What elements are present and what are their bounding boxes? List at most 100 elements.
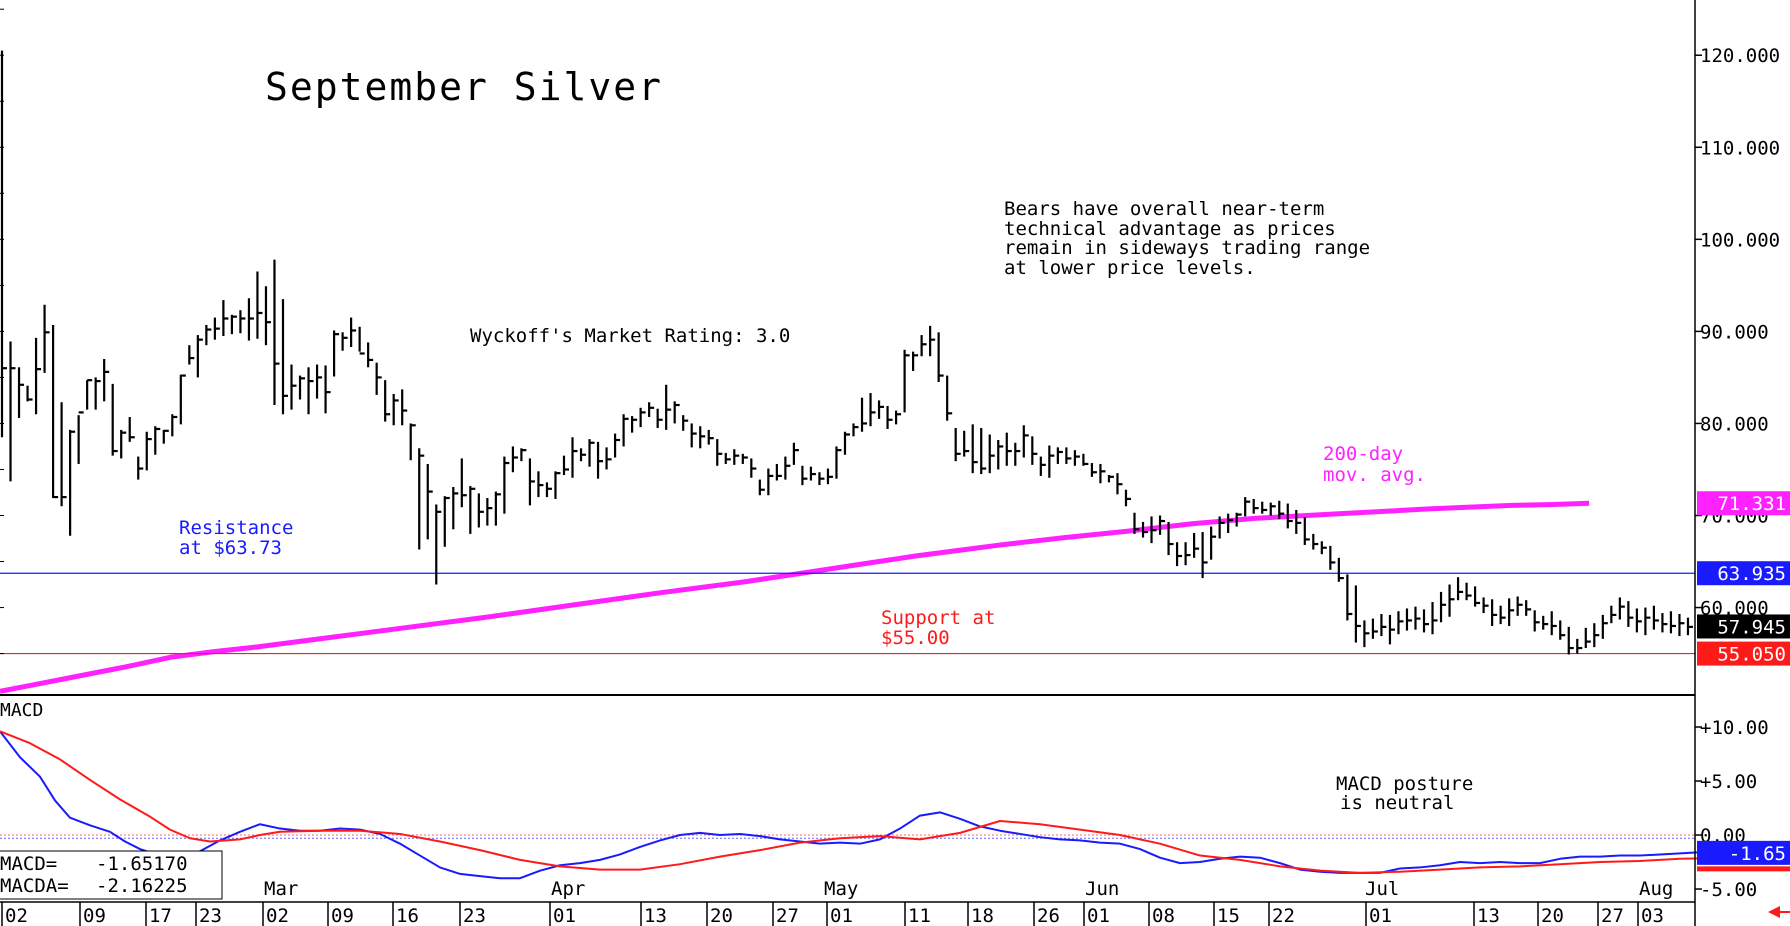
price-bar	[1533, 610, 1540, 632]
price-bar	[213, 317, 220, 340]
price-tick-label: 90.000	[1700, 321, 1769, 343]
price-bar	[307, 367, 314, 415]
price-bar	[588, 439, 595, 467]
week-label: 27	[776, 905, 799, 926]
price-bar	[26, 385, 33, 402]
macd-zero-lines	[0, 834, 1695, 839]
resistance-label: Resistance	[179, 517, 293, 539]
price-bar	[1644, 607, 1651, 636]
price-bar	[1635, 608, 1642, 633]
resistance-annotation: Resistance at $63.73	[179, 517, 293, 559]
price-bar	[1550, 611, 1557, 636]
price-bar	[869, 393, 876, 427]
price-bar	[716, 439, 723, 466]
ma200-label: 200-day	[1323, 443, 1403, 465]
price-bar	[1576, 638, 1583, 654]
price-bar	[562, 455, 569, 475]
price-bar	[894, 410, 902, 425]
price-bar	[1431, 602, 1438, 635]
price-bar	[579, 448, 587, 462]
price-bar	[1508, 598, 1515, 626]
price-bar	[792, 442, 799, 465]
price-bar	[1371, 618, 1378, 639]
month-label: Apr	[551, 878, 585, 900]
price-bar	[1244, 497, 1251, 517]
price-bar	[1346, 574, 1353, 621]
axis-value-tags: 71.331 63.935 57.945 55.050 -1.65	[1697, 491, 1790, 872]
price-bar	[188, 345, 195, 365]
price-bar	[1627, 601, 1634, 627]
price-bar	[460, 458, 467, 508]
price-bar	[980, 428, 987, 475]
price-bar	[963, 430, 970, 457]
month-label: Jun	[1085, 878, 1119, 900]
macd-readout-box: MACD= -1.65170 MACDA= -2.16225	[0, 850, 223, 900]
price-bar	[1227, 513, 1234, 533]
chart-title: September Silver	[265, 65, 663, 109]
time-axis: 02 09 17 23 02 09 16 23 01 13 20 27 01 11 18 26 01 08 15 22…	[0, 878, 1695, 926]
week-label: 20	[710, 905, 733, 926]
price-bar	[1482, 597, 1489, 614]
month-label: May	[824, 878, 858, 900]
price-bar	[596, 441, 604, 479]
price-bar	[1388, 614, 1395, 645]
price-bar	[1686, 617, 1693, 636]
support-value-tag: 55.050	[1697, 641, 1790, 666]
week-label: 17	[149, 905, 172, 926]
price-bar	[179, 374, 186, 425]
macd-line	[0, 730, 1704, 880]
price-bar	[1184, 542, 1191, 566]
price-bar	[154, 426, 161, 455]
price-bar	[1678, 613, 1685, 637]
price-bar	[750, 458, 757, 478]
svg-text:71.331: 71.331	[1717, 493, 1786, 515]
macd-readout-value: -1.65170	[96, 853, 188, 875]
scroll-arrow-icon[interactable]	[1768, 906, 1790, 918]
price-bar	[528, 458, 535, 506]
price-bar	[860, 397, 868, 432]
price-bar	[477, 493, 484, 528]
price-bar	[912, 351, 919, 371]
price-bar	[137, 456, 144, 480]
price-bar	[1652, 605, 1659, 630]
price-bar	[1661, 613, 1668, 633]
price-bar	[1405, 608, 1412, 631]
price-tick-label: 80.000	[1700, 413, 1769, 435]
price-bar	[1022, 425, 1029, 458]
price-bar	[494, 491, 501, 526]
week-label: 01	[1369, 905, 1392, 926]
macd-tick-label: +10.00	[1700, 717, 1769, 739]
price-bar	[1414, 606, 1421, 630]
price-bar	[1422, 609, 1430, 633]
price-bar	[401, 389, 408, 426]
price-bar	[367, 342, 374, 368]
week-label: 15	[1217, 905, 1240, 926]
price-bar	[1567, 626, 1574, 655]
price-bar	[648, 402, 655, 417]
week-label: 02	[5, 905, 28, 926]
price-bar	[1218, 516, 1225, 539]
price-bar	[332, 330, 340, 377]
last-price-tag: 57.945	[1697, 614, 1790, 639]
price-bar	[1039, 456, 1046, 476]
week-label: 27	[1601, 905, 1624, 926]
price-bar	[1167, 521, 1174, 556]
price-bar	[1491, 599, 1498, 626]
support-label: Support at	[881, 607, 995, 629]
price-bar	[315, 364, 323, 399]
price-bar	[435, 504, 442, 585]
price-bar	[1201, 532, 1208, 579]
week-label: 23	[463, 905, 486, 926]
price-bar	[1158, 515, 1166, 535]
price-bar	[707, 429, 714, 445]
price-bar	[1448, 584, 1455, 617]
price-bar	[622, 414, 629, 447]
price-bar	[1141, 521, 1149, 538]
month-labels: Mar Apr May Jun Jul Aug	[264, 878, 1673, 900]
price-bar	[1610, 605, 1617, 624]
price-bar	[613, 433, 621, 458]
price-bar	[247, 298, 254, 341]
price-bar	[997, 440, 1004, 470]
price-bar	[1559, 620, 1566, 640]
month-label: Jul	[1365, 878, 1399, 900]
